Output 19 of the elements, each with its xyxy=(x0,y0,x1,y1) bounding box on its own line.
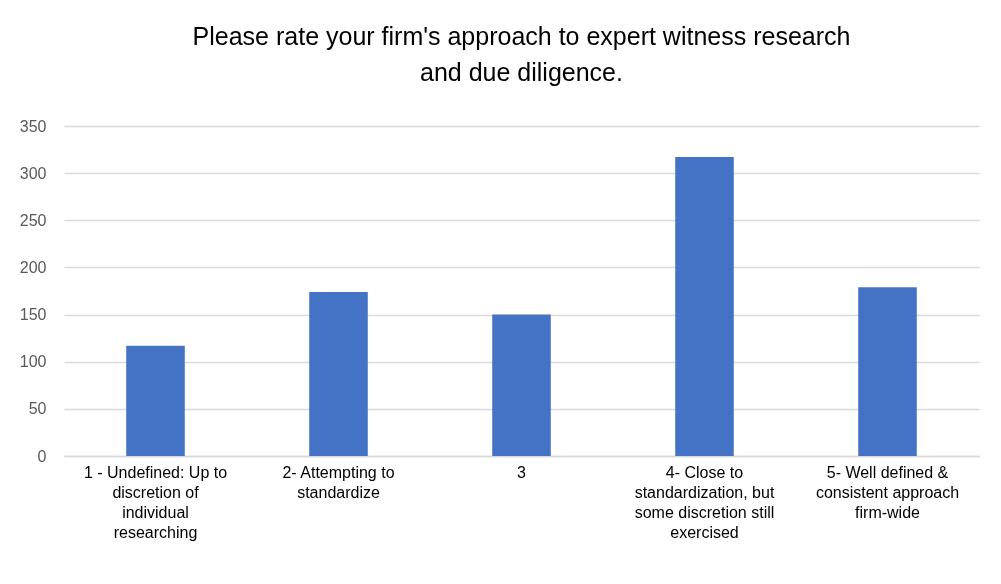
x-tick-label: 3 xyxy=(517,463,527,481)
bar xyxy=(492,314,551,456)
x-tick-label: 2- Attempting to standardize xyxy=(282,463,395,501)
y-tick-label: 100 xyxy=(19,353,47,371)
x-tick-label: 1 - Undefined: Up to discretion of individual researching xyxy=(83,463,228,541)
x-tick-label: 4- Close to standardization, but some discretion still exercised xyxy=(634,463,775,541)
bar xyxy=(675,157,734,456)
bar xyxy=(126,345,185,456)
chart-title: Please rate your firm's approach to expert witness research and due diligence. xyxy=(192,22,851,86)
y-tick-label: 50 xyxy=(28,400,47,418)
y-tick-label: 150 xyxy=(19,306,47,324)
y-tick-label: 350 xyxy=(19,117,47,135)
y-tick-label: 0 xyxy=(37,447,47,465)
y-tick-label: 250 xyxy=(19,211,47,229)
x-tick-label: 5- Well defined & consistent approach firm-wide xyxy=(815,463,960,521)
bar xyxy=(858,287,917,456)
bar xyxy=(309,291,368,456)
y-tick-label: 300 xyxy=(19,164,47,182)
y-tick-label: 200 xyxy=(19,258,47,276)
